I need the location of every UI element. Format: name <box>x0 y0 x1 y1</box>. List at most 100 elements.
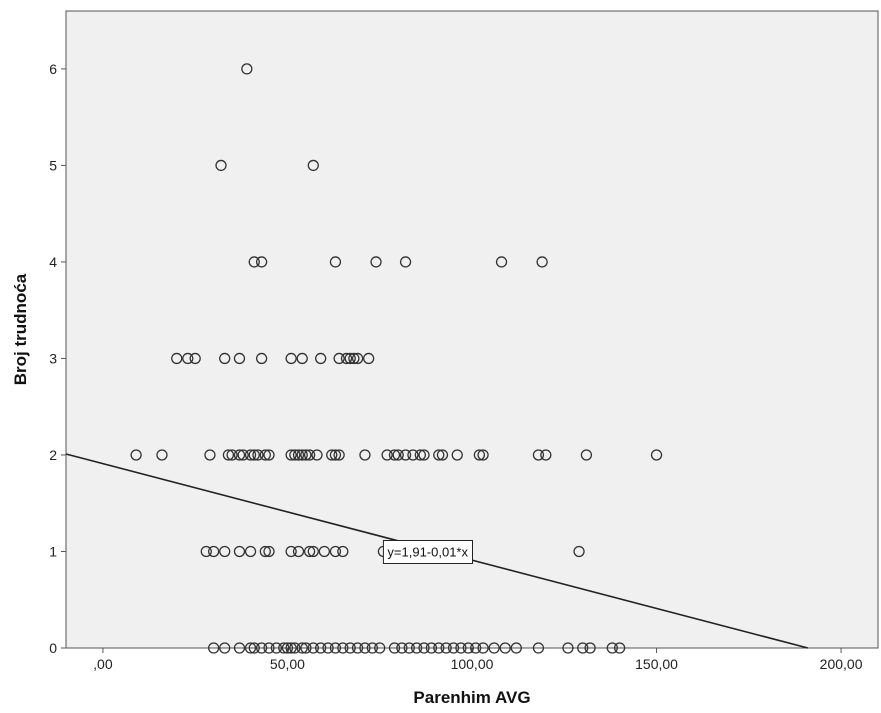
data-point <box>329 642 342 654</box>
data-point <box>477 449 489 461</box>
data-point <box>289 642 301 654</box>
data-point <box>536 256 548 268</box>
data-point <box>337 545 349 558</box>
data-point <box>244 449 257 461</box>
data-point <box>292 449 305 461</box>
data-point <box>207 545 220 558</box>
data-point <box>359 449 371 461</box>
data-point <box>270 642 283 654</box>
data-point <box>348 352 360 365</box>
data-point <box>296 642 308 654</box>
data-point <box>315 642 327 654</box>
data-point <box>425 642 438 654</box>
data-point <box>359 642 371 654</box>
data-point <box>650 449 663 461</box>
data-point <box>311 449 323 461</box>
data-point <box>233 642 246 654</box>
data-point <box>300 449 312 461</box>
y-tick-label: 3 <box>49 350 57 366</box>
data-point <box>433 642 445 654</box>
data-point <box>606 642 618 654</box>
data-point <box>329 449 342 461</box>
x-tick-label: 200,00 <box>820 656 863 672</box>
data-point <box>573 545 585 558</box>
data-point <box>233 545 246 558</box>
data-point <box>204 449 216 461</box>
data-point <box>329 545 342 558</box>
data-point <box>307 545 319 558</box>
data-point <box>418 642 430 654</box>
data-point <box>281 642 294 654</box>
x-tick-label: 50,00 <box>270 656 305 672</box>
data-point <box>370 256 382 268</box>
data-point <box>322 642 334 654</box>
data-point <box>318 545 331 558</box>
x-tick-label: ,00 <box>93 656 113 672</box>
data-point <box>259 449 271 461</box>
data-point <box>433 449 445 461</box>
data-point <box>244 545 257 558</box>
data-point <box>237 449 249 461</box>
data-point <box>584 642 596 654</box>
equation-box <box>382 539 474 564</box>
data-point <box>403 642 415 654</box>
data-point <box>219 642 231 654</box>
data-point <box>255 352 268 365</box>
data-point <box>344 642 356 654</box>
data-point <box>307 642 319 654</box>
data-point <box>207 642 220 654</box>
data-point <box>381 449 393 461</box>
data-point <box>488 642 500 654</box>
data-point <box>495 256 508 268</box>
data-point <box>303 449 316 461</box>
data-point <box>399 449 412 461</box>
data-point <box>388 642 401 654</box>
data-point <box>340 352 353 365</box>
data-point <box>285 642 297 654</box>
data-point <box>156 449 168 461</box>
points-layer <box>130 63 663 654</box>
data-point <box>248 449 260 461</box>
data-point <box>241 63 253 75</box>
y-axis-title: Broj trudnoća <box>11 273 30 385</box>
data-point <box>263 449 275 461</box>
data-point <box>219 545 231 558</box>
y-tick-label: 1 <box>49 543 57 559</box>
data-point <box>562 642 574 654</box>
data-point <box>285 449 297 461</box>
data-point <box>396 642 408 654</box>
data-point <box>418 449 430 461</box>
data-point <box>470 642 482 654</box>
y-tick-label: 5 <box>49 157 57 173</box>
y-tick-label: 6 <box>49 61 57 77</box>
data-point <box>436 449 449 461</box>
data-point <box>366 642 378 654</box>
data-point <box>447 642 460 654</box>
x-axis: ,00 50,00 100,00 150,00 200,00 <box>93 648 863 672</box>
data-point <box>407 449 419 461</box>
data-point <box>363 352 375 365</box>
data-point <box>410 642 423 654</box>
equation-label: y=1,91-0,01*x <box>387 544 468 559</box>
data-point <box>303 545 316 558</box>
data-point <box>300 642 312 654</box>
data-point <box>388 449 401 461</box>
data-point <box>200 545 212 558</box>
data-point <box>182 352 194 365</box>
data-point <box>255 256 268 268</box>
data-point <box>285 545 297 558</box>
y-tick-label: 0 <box>49 640 57 656</box>
x-tick-label: 100,00 <box>451 656 494 672</box>
data-point <box>613 642 626 654</box>
data-point <box>477 642 489 654</box>
y-tick-label: 2 <box>49 447 57 463</box>
data-point <box>219 352 231 365</box>
data-point <box>289 449 301 461</box>
data-point <box>215 159 227 172</box>
data-point <box>226 449 238 461</box>
data-point <box>510 642 522 654</box>
data-point <box>540 449 552 461</box>
data-point <box>292 545 305 558</box>
data-point <box>473 449 486 461</box>
